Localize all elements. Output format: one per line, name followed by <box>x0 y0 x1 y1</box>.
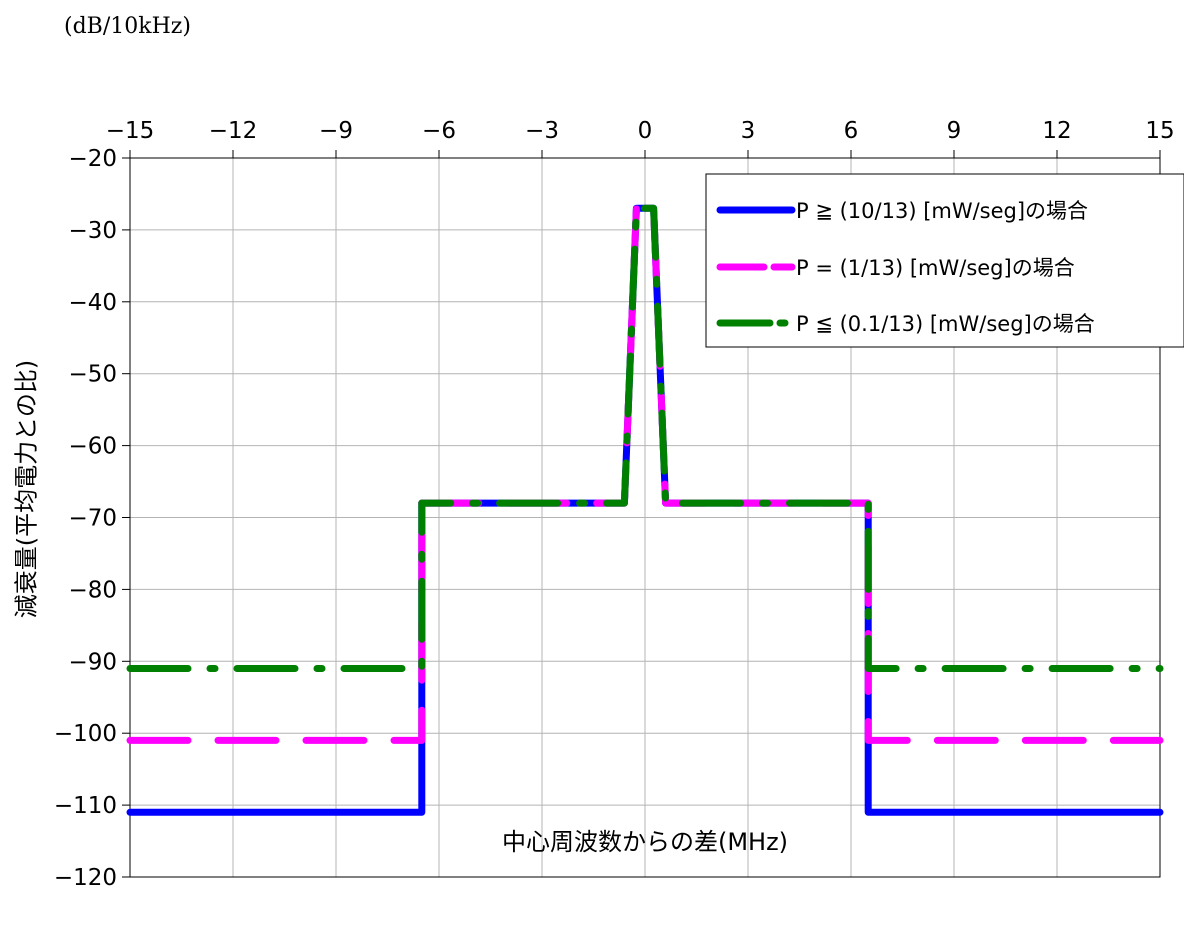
y-tick-label: −90 <box>68 649 117 675</box>
y-tick-label: −110 <box>54 793 117 819</box>
y-tick-label: −30 <box>68 218 117 244</box>
x-tick-label: 9 <box>947 118 962 144</box>
y-axis-label: 減衰量(平均電力との比) <box>12 359 41 619</box>
y-tick-label: −20 <box>68 146 117 172</box>
x-tick-label: −12 <box>209 118 258 144</box>
x-tick-label: −15 <box>106 118 155 144</box>
legend-label-series-2: P = (1/13) [mW/seg]の場合 <box>796 256 1075 280</box>
x-tick-label: −3 <box>525 118 559 144</box>
x-tick-label: 3 <box>741 118 756 144</box>
legend-box <box>705 173 1184 348</box>
y-tick-label: −60 <box>68 434 117 460</box>
x-axis-ticks: −15 −12 −9 −6 −3 0 3 6 9 12 15 <box>106 118 1175 158</box>
legend-label-series-3: P ≦ (0.1/13) [mW/seg]の場合 <box>796 312 1095 336</box>
x-axis-label: 中心周波数からの差(MHz) <box>501 828 789 856</box>
series-lines <box>126 204 1164 816</box>
y-tick-label: −120 <box>54 865 117 891</box>
y-axis-ticks: −20 −30 −40 −50 −60 −70 −80 −90 −100 −110 −120 <box>54 146 130 891</box>
x-tick-label: −6 <box>422 118 456 144</box>
y-tick-label: −80 <box>68 577 117 603</box>
y-tick-label: −40 <box>68 290 117 316</box>
series-line-3 <box>126 204 1164 672</box>
y-tick-label: −100 <box>54 721 117 747</box>
unit-label: (dB/10kHz) <box>64 14 191 39</box>
x-tick-label: 12 <box>1042 118 1071 144</box>
y-tick-label: −50 <box>68 362 117 388</box>
x-tick-label: 6 <box>844 118 859 144</box>
y-tick-label: −70 <box>68 506 117 532</box>
x-tick-label: 0 <box>638 118 653 144</box>
legend-label-series-1: P ≧ (10/13) [mW/seg]の場合 <box>796 199 1088 223</box>
legend: P ≧ (10/13) [mW/seg]の場合 P = (1/13) [mW/s… <box>705 173 1184 348</box>
x-tick-label: −9 <box>319 118 353 144</box>
x-tick-label: 15 <box>1145 118 1174 144</box>
